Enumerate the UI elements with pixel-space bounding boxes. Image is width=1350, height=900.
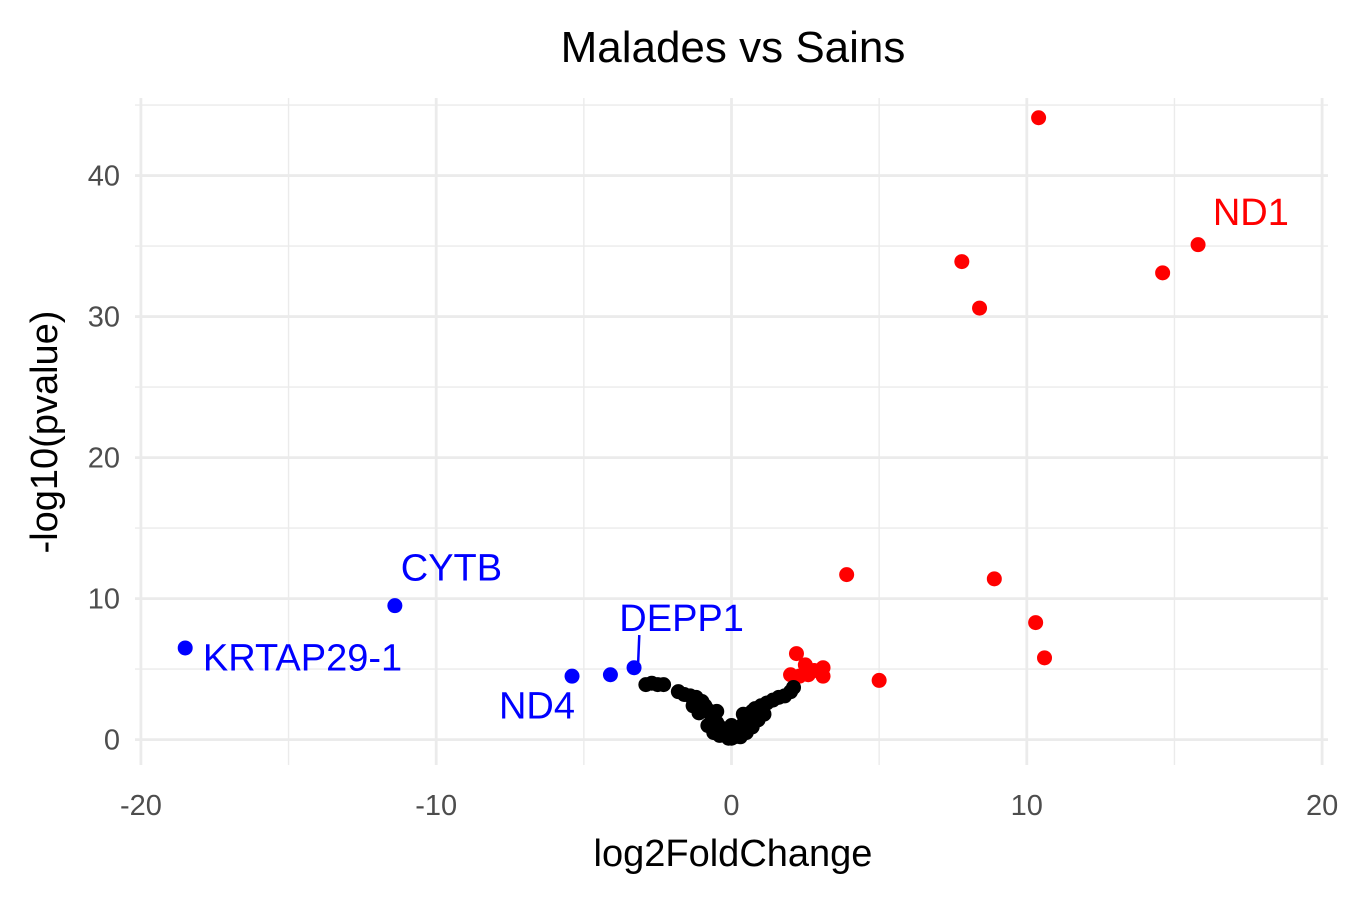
point-ns: [656, 677, 672, 693]
point-up: [1028, 615, 1044, 631]
gene-label: ND4: [499, 685, 575, 727]
gene-label: ND1: [1213, 192, 1289, 234]
y-tick-label: 40: [88, 161, 120, 193]
point-up: [1037, 650, 1053, 666]
point-up: [972, 300, 988, 316]
point-up: [788, 646, 804, 662]
x-tick-label: -20: [120, 790, 162, 822]
x-tick-label: 0: [723, 790, 739, 822]
gene-label: DEPP1: [619, 598, 744, 640]
x-tick-label: 10: [1011, 790, 1043, 822]
y-tick-label: 30: [88, 302, 120, 334]
y-axis-ticks: 0 10 20 30 40: [88, 161, 120, 757]
gene-label: CYTB: [401, 547, 502, 589]
y-tick-label: 0: [104, 725, 120, 757]
point-up: [839, 567, 855, 583]
point-ns: [700, 718, 716, 734]
point-up: [871, 672, 887, 688]
point-up: [1155, 265, 1171, 281]
point-ns: [786, 679, 802, 695]
x-axis-ticks: -20 -10 0 10 20: [120, 790, 1338, 822]
point-down: [602, 667, 618, 683]
point-down: [177, 640, 193, 656]
x-tick-label: 20: [1306, 790, 1338, 822]
point-ns: [709, 703, 725, 719]
point-up: [954, 254, 970, 270]
gene-annotations: ND1 CYTB KRTAP29-1 ND4 DEPP1: [203, 192, 1289, 728]
gene-label: KRTAP29-1: [203, 638, 402, 680]
x-axis-label: log2FoldChange: [594, 833, 873, 875]
point-down: [564, 668, 580, 684]
point-up: [815, 668, 831, 684]
label-leader-line: [636, 634, 641, 665]
grid-lines: [135, 98, 1328, 765]
x-tick-label: -10: [415, 790, 457, 822]
point-ns: [756, 706, 772, 722]
point-up: [1031, 110, 1047, 126]
point-up: [1190, 237, 1206, 253]
point-ns: [741, 715, 757, 731]
point-up: [986, 571, 1002, 587]
point-down: [387, 598, 403, 614]
y-axis-label: -log10(pvalue): [24, 311, 66, 554]
chart-title: Malades vs Sains: [561, 23, 906, 72]
data-points: [177, 110, 1206, 746]
y-tick-label: 20: [88, 443, 120, 475]
point-ns: [712, 727, 728, 743]
y-tick-label: 10: [88, 584, 120, 616]
point-ns: [685, 698, 701, 714]
